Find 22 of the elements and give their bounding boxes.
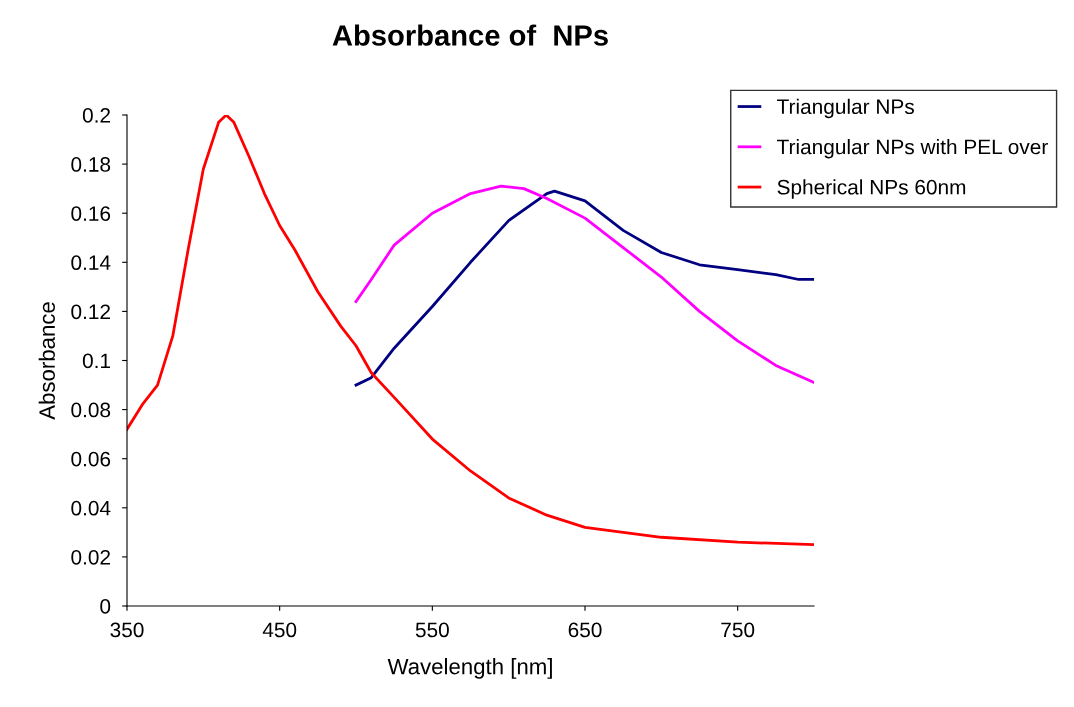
y-axis-title: Absorbance: [38, 302, 55, 420]
y-tick-label: 0.02: [71, 549, 110, 565]
chart-title: Absorbance of NPs: [332, 24, 608, 46]
legend-label: Triangular NPs: [777, 98, 914, 119]
x-axis-title: Wavelength [nm]: [387, 658, 552, 679]
y-tick-label: 0.18: [71, 157, 111, 172]
y-tick-label: 0.14: [71, 255, 111, 271]
y-tick-label: 0.2: [82, 108, 110, 123]
legend-label: Triangular NPs with PEL over: [777, 139, 1048, 159]
legend-label: Spherical NPs 60nm: [777, 179, 966, 199]
x-tick-label: 750: [721, 622, 755, 638]
x-tick-label: 450: [262, 622, 297, 638]
y-tick-label: 0.04: [71, 500, 111, 516]
x-tick-label: 550: [415, 622, 449, 638]
x-tick-label: 650: [568, 622, 602, 638]
x-tick-label: 350: [110, 622, 144, 638]
y-tick-label: 0.08: [71, 402, 111, 418]
y-tick-label: 0.12: [71, 304, 110, 320]
y-tick-label: 0.1: [82, 353, 111, 369]
y-tick-label: 0: [100, 599, 111, 614]
y-tick-label: 0.06: [71, 451, 111, 467]
y-tick-label: 0.16: [71, 206, 111, 221]
